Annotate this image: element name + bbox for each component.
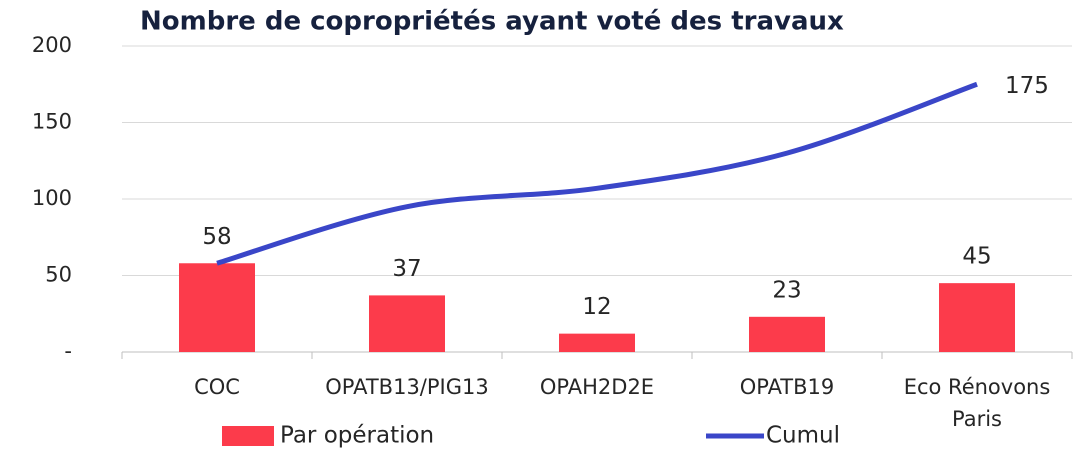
data-label: 175 (1005, 73, 1049, 99)
y-tick-label: 100 (32, 186, 72, 210)
legend-label: Cumul (766, 423, 840, 449)
y-tick-label: - (64, 339, 72, 363)
legend-swatch (222, 426, 274, 446)
line (216, 81, 978, 266)
bar (179, 263, 255, 352)
x-tick-label: COC (194, 375, 240, 399)
bar (749, 316, 825, 352)
chart-title: Nombre de copropriétés ayant voté des tr… (140, 7, 844, 37)
data-label: 58 (202, 224, 231, 250)
data-label: 37 (392, 256, 421, 282)
bar (369, 295, 445, 352)
x-tick-label: Eco Rénovons Paris (904, 375, 1051, 431)
data-label: 12 (582, 294, 611, 320)
legend-label: Par opération (280, 423, 434, 449)
x-tick-label: OPATB19 (740, 375, 835, 399)
data-label: 23 (772, 277, 801, 303)
bar (559, 333, 635, 352)
y-tick-label: 150 (32, 110, 72, 134)
x-tick-label: OPATB13/PIG13 (325, 375, 488, 399)
x-tick-label: OPAH2D2E (540, 375, 654, 399)
data-label: 45 (962, 244, 991, 270)
y-tick-label: 200 (32, 33, 72, 57)
y-tick-label: 50 (45, 263, 72, 287)
bar (939, 283, 1015, 352)
